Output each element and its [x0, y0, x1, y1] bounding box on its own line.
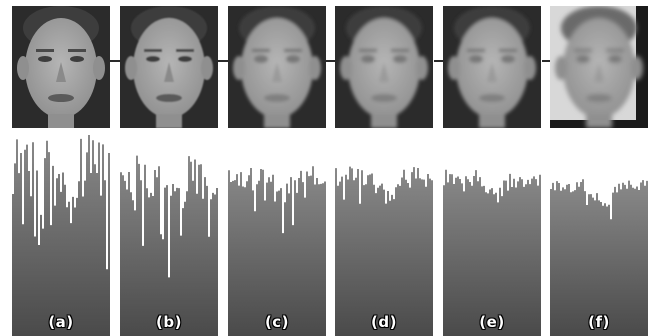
connector-line [542, 60, 550, 62]
histogram-5 [443, 132, 541, 336]
histogram-area [120, 155, 218, 336]
connector-line [218, 60, 228, 62]
panel-label: (e) [479, 313, 505, 331]
face-image-5 [443, 6, 541, 128]
connector-line [110, 60, 120, 62]
histogram-area [12, 135, 110, 336]
face-image-2 [120, 6, 218, 128]
panel-label: (f) [588, 313, 610, 331]
face-image-1 [12, 6, 110, 128]
histogram-1 [12, 132, 110, 336]
panel-label: (a) [48, 313, 74, 331]
histogram-6 [550, 132, 648, 336]
face-image-6 [550, 6, 648, 128]
connector-line [326, 60, 336, 62]
histogram-area [228, 166, 326, 336]
histogram-area [443, 169, 541, 336]
histogram-area [550, 179, 648, 336]
panel-label: (d) [371, 313, 397, 331]
histogram-4 [335, 132, 433, 336]
face-image-3 [228, 6, 326, 128]
panel-label: (b) [156, 313, 182, 331]
histogram-area [335, 166, 433, 336]
histogram-3 [228, 132, 326, 336]
connector-line [434, 60, 444, 62]
panel-label: (c) [264, 313, 290, 331]
histogram-2 [120, 132, 218, 336]
face-image-4 [335, 6, 433, 128]
